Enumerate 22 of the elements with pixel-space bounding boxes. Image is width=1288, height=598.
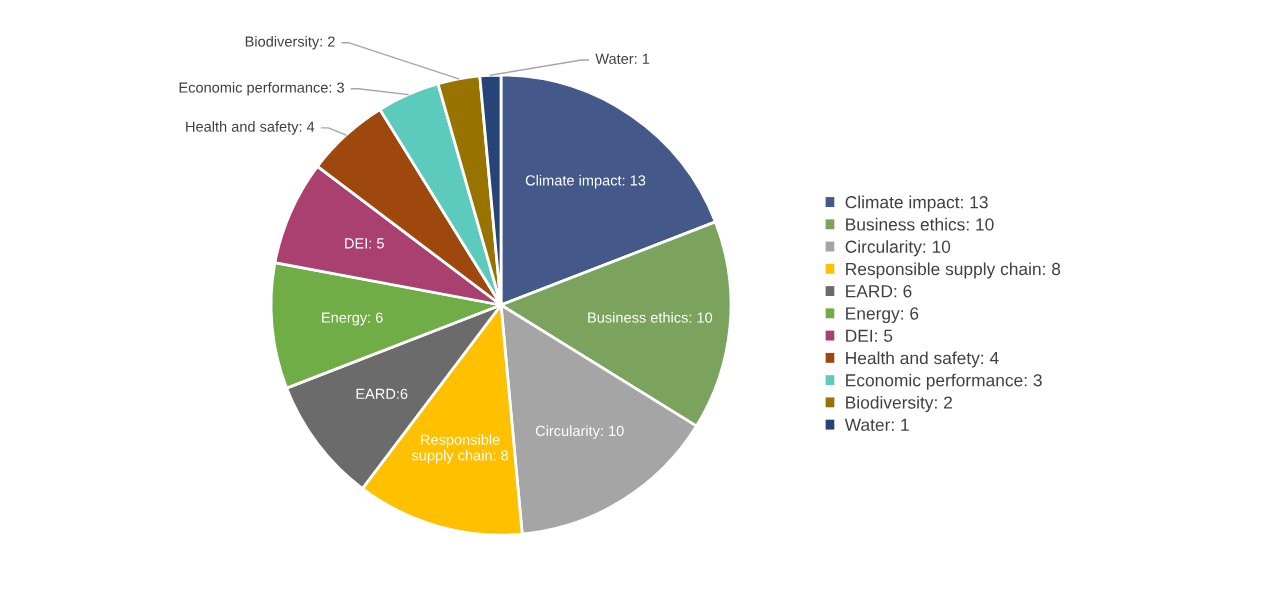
legend-label: Biodiversity: 2 bbox=[846, 395, 952, 413]
legend-label: Climate impact: 13 bbox=[845, 195, 988, 212]
legend-label: Circularity: 10 bbox=[845, 240, 951, 257]
data-label: Water: 1 bbox=[595, 53, 650, 64]
legend-label: DEI: 5 bbox=[846, 329, 893, 342]
data-label: Business ethics: 10 bbox=[588, 312, 713, 323]
data-label: Circularity: 10 bbox=[535, 425, 624, 439]
legend-label: Responsible supply chain: 8 bbox=[846, 262, 1061, 279]
data-label: Responsible supply chain: 8 bbox=[411, 434, 509, 464]
data-label: DEI: 5 bbox=[345, 238, 384, 249]
legend-label: Business ethics: 10 bbox=[846, 217, 994, 231]
data-label: EARD:6 bbox=[356, 388, 408, 400]
data-label: Economic performance: 3 bbox=[179, 82, 344, 96]
legend-label: Economic performance: 3 bbox=[846, 373, 1042, 390]
legend-label: Health and safety: 4 bbox=[846, 351, 999, 368]
legend-label: Water: 1 bbox=[844, 418, 909, 431]
legend-label: EARD: 6 bbox=[846, 285, 912, 298]
data-label: Energy: 6 bbox=[322, 312, 383, 326]
legend-label: Energy: 6 bbox=[846, 307, 919, 324]
data-label: Biodiversity: 2 bbox=[245, 36, 335, 50]
data-label: Health and safety: 4 bbox=[186, 121, 315, 135]
data-label: Climate impact: 13 bbox=[525, 174, 646, 189]
